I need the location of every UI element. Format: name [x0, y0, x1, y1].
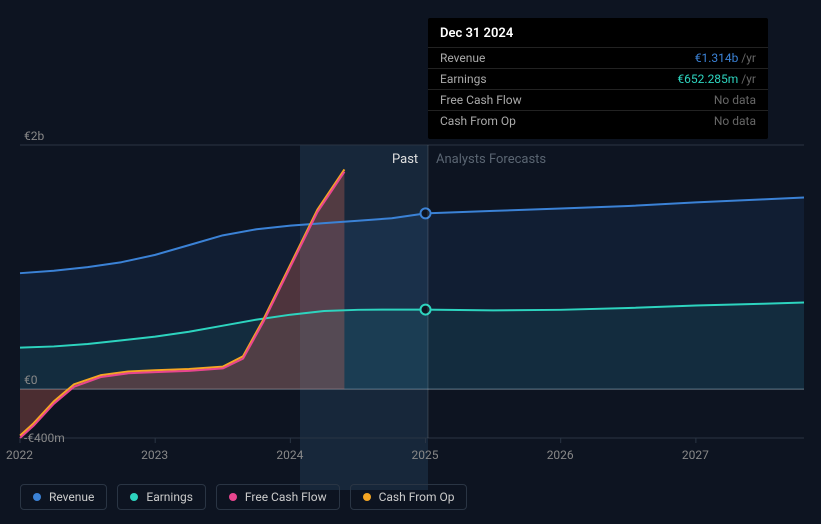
- tooltip-title: Dec 31 2024: [428, 26, 768, 47]
- tooltip-row-label: Free Cash Flow: [440, 93, 522, 107]
- legend-item-cash-from-op[interactable]: Cash From Op: [350, 484, 468, 510]
- chart-container: Dec 31 2024 Revenue €1.314b /yr Earnings €6…: [0, 0, 821, 524]
- tooltip-row: Cash From Op No data: [428, 110, 768, 131]
- tooltip-row: Revenue €1.314b /yr: [428, 47, 768, 68]
- tooltip-row: Free Cash Flow No data: [428, 89, 768, 110]
- tooltip-row-label: Earnings: [440, 72, 487, 86]
- y-axis-label: €2b: [24, 129, 44, 143]
- legend-label: Revenue: [49, 490, 94, 504]
- x-axis-label: 2023: [141, 448, 168, 462]
- legend-label: Cash From Op: [379, 490, 455, 504]
- legend-item-earnings[interactable]: Earnings: [117, 484, 206, 510]
- tooltip-row-value: €1.314b /yr: [695, 51, 756, 65]
- revenue-marker: [421, 208, 431, 218]
- tooltip-row-value: €652.285m /yr: [677, 72, 756, 86]
- legend: Revenue Earnings Free Cash Flow Cash From O…: [20, 484, 467, 510]
- tooltip-row-label: Revenue: [440, 51, 485, 65]
- x-axis-label: 2026: [547, 448, 574, 462]
- tooltip-row-value: No data: [714, 93, 756, 107]
- tooltip: Dec 31 2024 Revenue €1.314b /yr Earnings €6…: [428, 18, 768, 139]
- x-axis-label: 2024: [276, 448, 303, 462]
- tooltip-row-label: Cash From Op: [440, 114, 516, 128]
- x-axis-label: 2022: [6, 448, 33, 462]
- legend-item-free-cash-flow[interactable]: Free Cash Flow: [216, 484, 340, 510]
- legend-dot: [130, 493, 138, 501]
- x-axis-label: 2025: [412, 448, 439, 462]
- earnings-marker: [421, 305, 431, 315]
- tooltip-row: Earnings €652.285m /yr: [428, 68, 768, 89]
- legend-label: Free Cash Flow: [245, 490, 327, 504]
- forecast-label: Analysts Forecasts: [436, 152, 546, 167]
- y-axis-label: €0: [24, 373, 38, 387]
- tooltip-row-value: No data: [714, 114, 756, 128]
- legend-dot: [229, 493, 237, 501]
- legend-item-revenue[interactable]: Revenue: [20, 484, 107, 510]
- legend-dot: [363, 493, 371, 501]
- past-label: Past: [392, 152, 418, 167]
- legend-dot: [33, 493, 41, 501]
- x-axis-label: 2027: [682, 448, 709, 462]
- y-axis-label: -€400m: [24, 431, 65, 445]
- legend-label: Earnings: [146, 490, 193, 504]
